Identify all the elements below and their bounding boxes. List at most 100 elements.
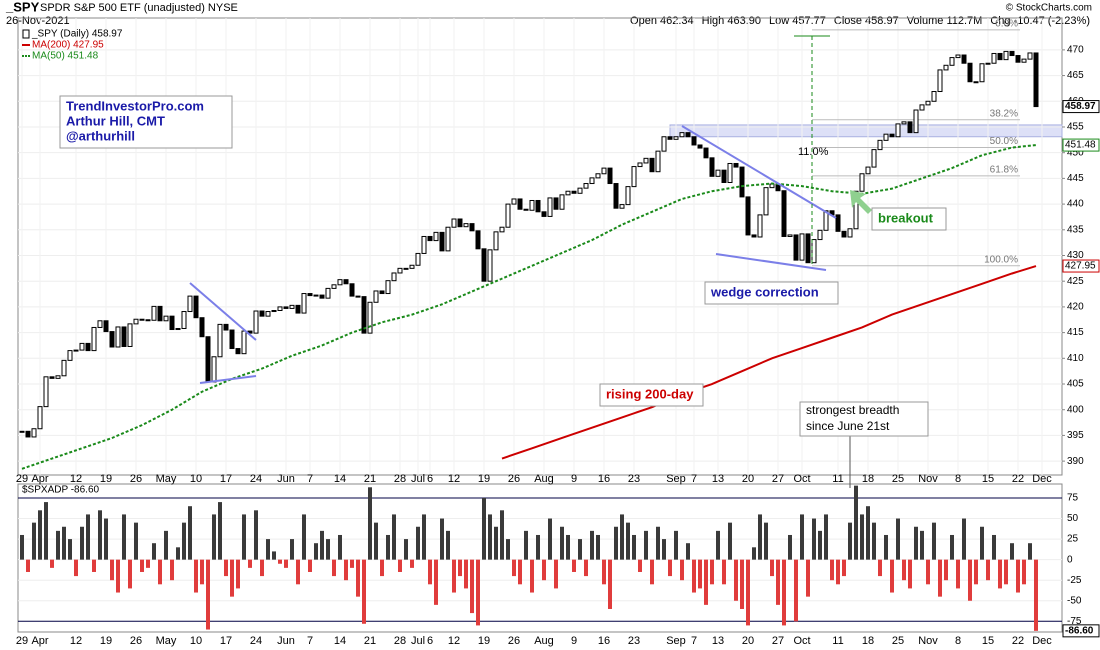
- candle: [823, 210, 829, 231]
- breadth-bar: [440, 518, 444, 560]
- x-tick-label: 21: [364, 635, 376, 647]
- x-tick-label: Oct: [793, 635, 810, 647]
- breadth-bar: [38, 510, 42, 560]
- candle: [1033, 52, 1039, 108]
- candle: [523, 208, 529, 211]
- breadth-bar: [314, 543, 318, 560]
- candle: [481, 248, 487, 282]
- last-value-box: [1062, 259, 1100, 273]
- candle: [973, 81, 979, 84]
- x-tick-label: Nov: [918, 635, 938, 647]
- y-tick-label: 440: [1067, 199, 1084, 210]
- breadth-bar: [866, 506, 870, 560]
- candle: [709, 157, 715, 177]
- breadth-bar: [1028, 543, 1032, 560]
- breadth-bar: [242, 514, 246, 560]
- x-tick-label: 16: [598, 635, 610, 647]
- breadth-bar: [758, 514, 762, 560]
- breadth-bar: [428, 559, 432, 585]
- candle: [847, 228, 853, 238]
- candle: [187, 295, 193, 313]
- resistance-zone: [669, 124, 1063, 138]
- y-tick-label: 455: [1067, 122, 1084, 133]
- last-value-box: [1062, 100, 1100, 114]
- breadth-bar: [32, 522, 36, 560]
- breadth-bar: [338, 534, 342, 560]
- last-value-label: 427.95: [1065, 261, 1096, 272]
- breadth-bar: [362, 559, 366, 624]
- x-tick-label: 28: [394, 473, 406, 485]
- candle: [73, 349, 79, 352]
- x-tick-label: Jul: [411, 635, 425, 647]
- breadth-bar: [542, 559, 546, 581]
- candle: [895, 123, 901, 138]
- candle: [1021, 58, 1027, 63]
- credit: @arthurhill: [66, 128, 135, 143]
- candle: [595, 173, 601, 179]
- candle: [457, 218, 463, 228]
- candle: [583, 183, 589, 189]
- credit-box: [59, 95, 233, 149]
- candle: [463, 223, 469, 228]
- candle: [475, 230, 481, 250]
- breadth-bar: [68, 539, 72, 560]
- candle: [565, 190, 571, 196]
- candle: [169, 315, 175, 331]
- breadth-bar: [638, 559, 642, 572]
- candle: [391, 272, 397, 282]
- x-tick-label: Jul: [411, 473, 425, 485]
- breadth-bar: [224, 559, 228, 577]
- fib-label: 0.0%: [995, 18, 1018, 29]
- x-tick-label: 7: [307, 473, 313, 485]
- breadth-bar: [506, 539, 510, 560]
- x-tick-label: Aug: [534, 635, 554, 647]
- candle: [229, 329, 235, 350]
- symbol: _SPY: [5, 0, 40, 14]
- candle: [217, 323, 223, 358]
- candle: [379, 290, 385, 295]
- legend-swatch: [22, 29, 30, 39]
- breadth-bar: [116, 559, 120, 593]
- x-tick-label: 15: [982, 635, 994, 647]
- breadth-bar: [824, 514, 828, 560]
- x-tick-label: 17: [220, 635, 232, 647]
- candle: [409, 264, 415, 269]
- breadth-bar: [80, 526, 84, 560]
- candle: [901, 121, 907, 125]
- breadth-bar: [878, 559, 882, 577]
- candle: [115, 326, 121, 348]
- candle: [85, 342, 91, 352]
- candle: [271, 310, 277, 313]
- candle: [853, 190, 859, 230]
- breadth-bar: [20, 534, 24, 560]
- breadth-bar: [284, 559, 288, 568]
- breadth-bar: [632, 534, 636, 560]
- breadth-bar: [98, 510, 102, 560]
- breadth-bar: [584, 559, 588, 577]
- candle: [685, 132, 691, 138]
- x-tick-label: 28: [394, 635, 406, 647]
- candle: [715, 169, 721, 177]
- breadth-bar: [332, 559, 336, 577]
- fib-label: 100.0%: [984, 254, 1018, 265]
- candle: [109, 331, 115, 348]
- candle: [289, 304, 295, 309]
- breadth-bar: [818, 530, 822, 560]
- y-tick-label: 395: [1067, 430, 1084, 441]
- breadth-bar: [422, 514, 426, 560]
- x-tick-label: 15: [982, 473, 994, 485]
- candle: [781, 190, 787, 237]
- candle: [871, 149, 877, 168]
- breadth-bar: [896, 518, 900, 560]
- breadth-bar: [752, 547, 756, 560]
- candle: [655, 150, 661, 173]
- candle: [301, 293, 307, 314]
- breadth-bar: [194, 559, 198, 593]
- breadth-label: strongest breadth: [806, 403, 899, 417]
- x-tick-label: 12: [70, 635, 82, 647]
- date: 26-Nov-2021: [6, 15, 70, 27]
- x-tick-label: 23: [628, 635, 640, 647]
- wedge-line: [681, 125, 837, 219]
